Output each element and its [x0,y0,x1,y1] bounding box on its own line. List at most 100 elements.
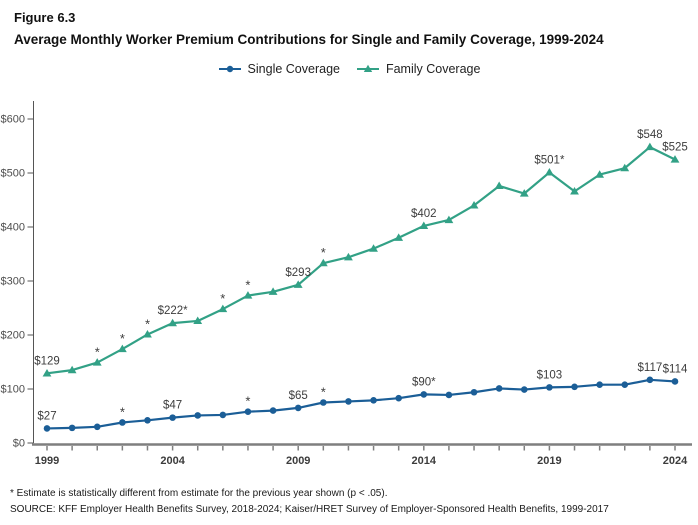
data-point [193,316,203,325]
data-label: $90* [412,376,436,388]
data-point [293,280,303,288]
data-point [571,383,578,391]
data-point [318,258,328,267]
single-coverage-series: * * * $27 $47 $65 $90* $103 $117 $114 [37,362,688,432]
data-point [345,398,352,405]
data-point [395,394,402,402]
x-tick-label: 1999 [35,455,59,467]
data-label: $65 [289,390,308,402]
figure-number: Figure 6.3 [14,10,76,25]
series-line [46,145,676,375]
y-tick-label: $500 [1,168,25,180]
data-point [143,330,152,338]
data-point [194,412,202,419]
data-point [92,358,102,366]
footnotes: * Estimate is statistically different fr… [10,486,690,517]
legend-item-family-coverage: Family Coverage [356,62,480,76]
data-point [168,318,177,327]
legend-item-single-coverage: Single Coverage [218,62,340,76]
significance-asterisk: * [120,404,125,419]
data-point [294,404,302,412]
axes: $0 $100 $200 $300 $400 $500 $600 1999 2004 2009 20… [1,101,692,467]
significance-asterisk: * [321,385,326,400]
significance-asterisk: * [245,394,250,409]
data-point [670,155,680,163]
data-point [244,408,252,415]
data-point [219,411,227,419]
family-coverage-line-marker-icon [356,64,379,72]
data-point [169,414,176,421]
data-point [119,419,126,426]
significance-note: * Estimate is statistically different fr… [10,488,388,499]
data-point [269,407,277,414]
x-tick-label: 2009 [286,455,310,467]
y-tick-label: $100 [1,384,25,396]
data-point [470,388,478,396]
data-label: $47 [163,400,182,412]
data-label: $129 [34,355,60,367]
data-point [243,291,253,299]
data-label: $402 [411,208,437,220]
data-label: $501* [534,154,565,166]
data-point [43,425,51,432]
data-point [344,252,353,261]
legend-label: Single Coverage [247,62,340,76]
data-point [546,384,553,391]
x-tick-label: 2024 [663,455,688,467]
data-point [570,186,579,195]
data-point [369,244,378,252]
series-line [46,378,676,430]
data-label: $117 [638,362,663,374]
line-chart: $0 $100 $200 $300 $400 $500 $600 1999 2004 2009 20… [0,95,698,480]
legend: Single Coverage Family Coverage [0,62,698,76]
legend-triangle-marker [363,64,373,72]
source-note: SOURCE: KFF Employer Health Benefits Sur… [10,503,609,515]
data-point [495,385,503,392]
data-point [320,399,327,406]
data-point [545,168,554,176]
data-label: $114 [663,363,688,375]
data-point [218,304,228,313]
significance-asterisk: * [95,345,100,360]
data-label: $293 [285,267,311,279]
data-point [67,365,77,374]
data-point [144,417,151,424]
data-point [394,233,404,241]
data-point [93,423,101,431]
y-tick-label: $300 [1,276,25,288]
significance-asterisk: * [220,291,225,306]
significance-asterisk: * [120,331,125,346]
data-point [68,424,76,432]
data-point [596,381,603,388]
data-point [444,215,454,224]
data-point [646,376,654,384]
data-point [519,189,529,197]
data-label: $222* [158,305,189,317]
significance-asterisk: * [245,278,250,293]
data-point [520,386,528,393]
data-point [117,344,127,353]
data-label: $525 [662,142,688,154]
data-label: $103 [537,369,563,381]
data-point [420,391,428,398]
data-point [268,287,278,295]
legend-label: Family Coverage [385,62,481,76]
chart-canvas: $0 $100 $200 $300 $400 $500 $600 1999 2004 2009 20… [1,101,692,467]
y-tick-label: $400 [1,222,25,234]
data-point [595,170,605,178]
y-tick-label: $0 [13,438,25,450]
figure-title: Average Monthly Worker Premium Contribut… [14,32,604,47]
y-tick-label: $200 [1,330,25,342]
data-point [621,381,629,388]
data-point [494,181,504,190]
single-coverage-line-marker-icon [218,65,241,73]
data-point [671,378,679,385]
data-point [645,142,655,151]
data-point [445,391,453,399]
data-point [469,201,479,209]
family-coverage-series: * * * * * * $129 $222* $293 $402 $501* $548$525 [34,129,688,377]
legend-circle-marker [226,65,233,73]
data-point [370,397,377,404]
significance-asterisk: * [321,245,326,260]
